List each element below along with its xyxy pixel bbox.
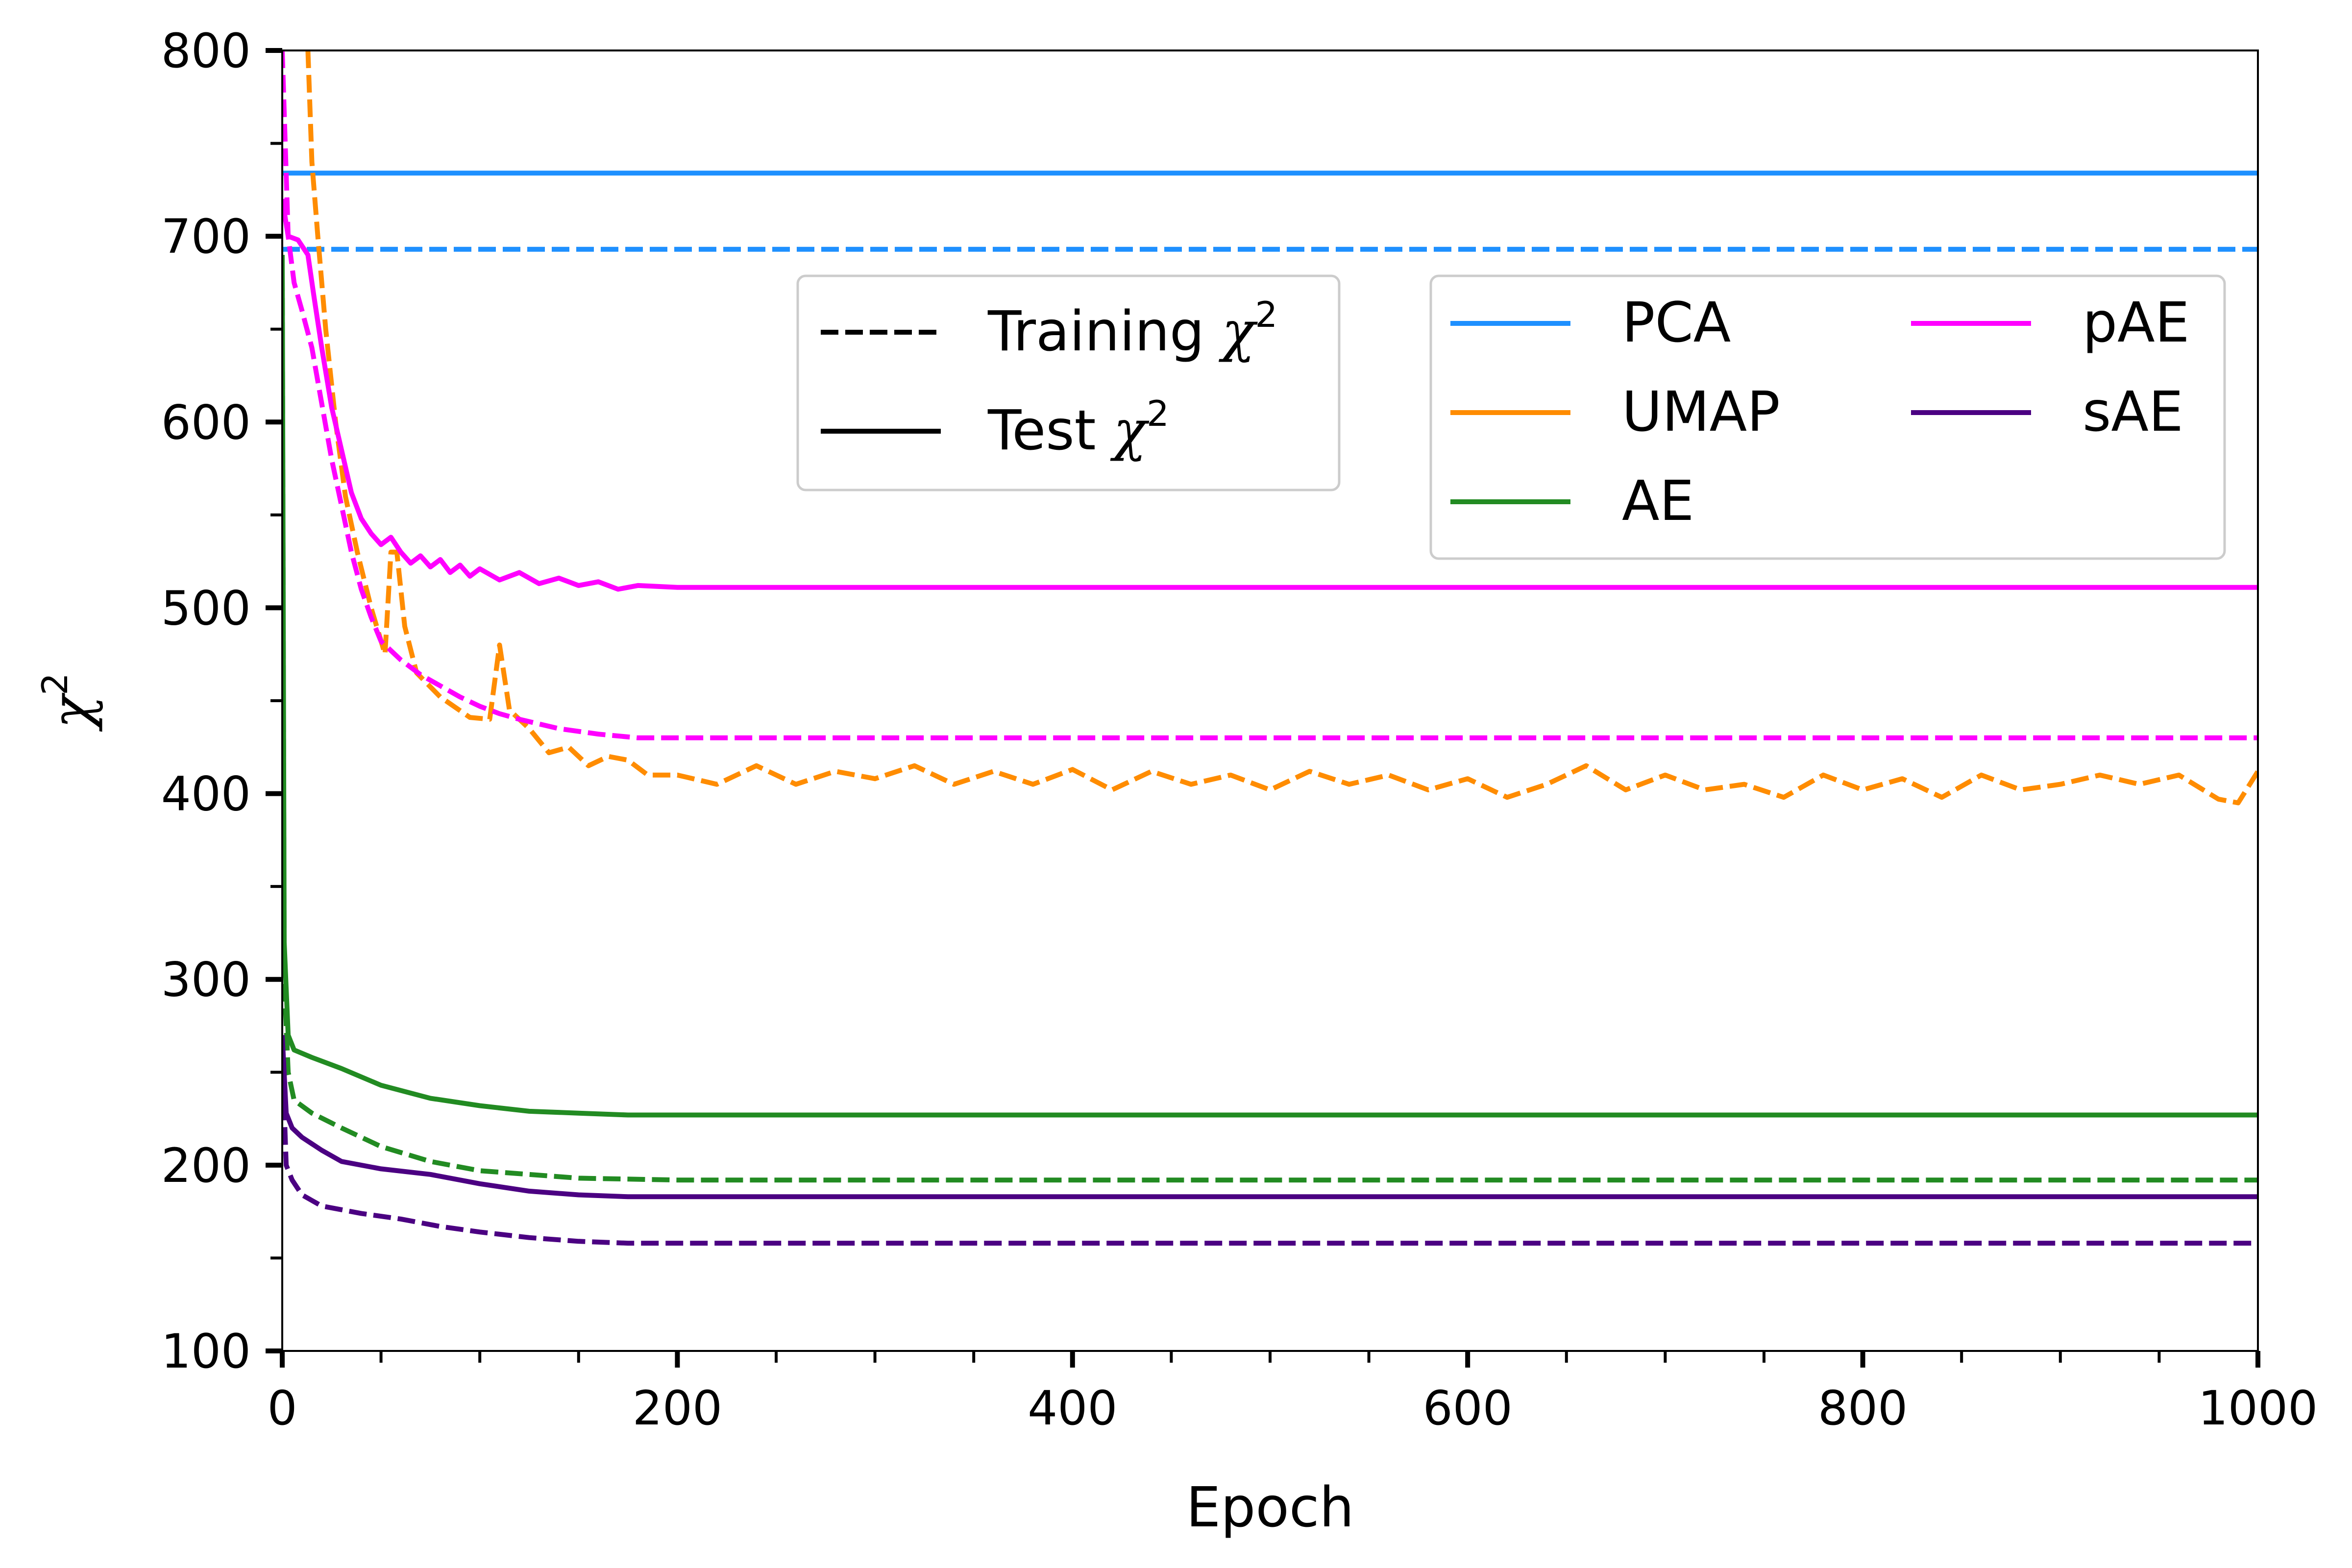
series-line-umap-train — [305, 50, 2258, 806]
y-tick-label: 100 — [161, 1324, 251, 1379]
y-axis-label-sup: 2 — [34, 673, 75, 695]
series-legend-label: AE — [1622, 469, 1694, 533]
y-tick-label: 800 — [161, 24, 251, 78]
x-tick-label: 400 — [1028, 1381, 1117, 1436]
style-legend-label-text: Test — [987, 399, 1113, 463]
style-legend-label-text: Training — [987, 300, 1222, 364]
style-legend-label-sup: 2 — [1255, 294, 1277, 335]
ticks-layer: 0 200 400 600 800 1000 100 200 300 400 500 600 700 80… — [161, 24, 2318, 1436]
y-tick-label: 500 — [161, 581, 251, 636]
series-legend-label: pAE — [2082, 291, 2189, 355]
series-layer — [282, 50, 2258, 1246]
y-axis-label: χ2 — [34, 673, 104, 732]
y-tick-label: 400 — [161, 767, 251, 822]
y-tick-label: 200 — [161, 1138, 251, 1193]
x-tick-label: 600 — [1423, 1381, 1513, 1436]
y-tick-label: 700 — [161, 209, 251, 264]
style-legend-label-symbol: χ — [1219, 300, 1258, 364]
series-line-ae-test — [282, 255, 2258, 1118]
series-line-sae-test — [282, 1035, 2258, 1200]
style-legend-label: Training χ2 — [987, 294, 1277, 364]
style-legend-label: Test χ2 — [987, 393, 1169, 463]
series-line-sae-train — [282, 1054, 2258, 1246]
series-legend-frame — [1429, 274, 2226, 560]
series-line-pae-test — [282, 198, 2258, 592]
x-tick-label: 1000 — [2198, 1381, 2318, 1436]
x-tick-label: 0 — [267, 1381, 297, 1436]
series-legend: PCA UMAP AE pAE sAE — [1429, 274, 2226, 560]
series-line-ae-train — [282, 273, 2258, 1183]
x-axis-label: Epoch — [1186, 1476, 1354, 1540]
series-legend-label: UMAP — [1622, 380, 1780, 444]
y-axis-label-symbol: χ — [40, 692, 104, 732]
style-legend-label-symbol: χ — [1110, 399, 1150, 463]
y-tick-label: 300 — [161, 953, 251, 1007]
style-legend-frame — [796, 274, 1341, 491]
style-legend-label-sup: 2 — [1147, 393, 1169, 434]
series-line-pae-train — [282, 50, 2258, 740]
x-tick-label: 200 — [633, 1381, 722, 1436]
y-tick-label: 600 — [161, 395, 251, 450]
x-tick-label: 800 — [1818, 1381, 1908, 1436]
series-legend-label: sAE — [2082, 380, 2183, 444]
series-legend-label: PCA — [1622, 291, 1731, 355]
